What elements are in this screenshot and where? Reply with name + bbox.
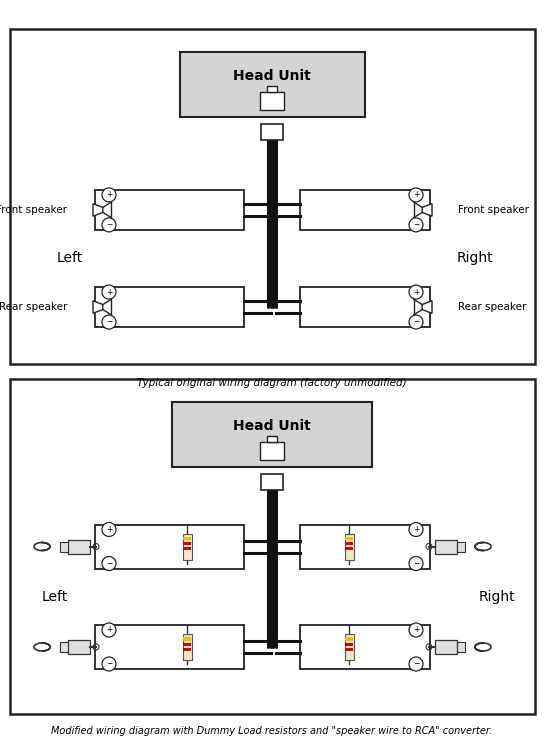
Text: Head Unit: Head Unit	[233, 69, 311, 83]
Circle shape	[409, 188, 423, 202]
Text: Head Unit: Head Unit	[233, 419, 311, 433]
Text: Modified wiring diagram with Dummy Load resistors and "speaker wire to RCA" conv: Modified wiring diagram with Dummy Load …	[51, 726, 493, 736]
Bar	[10, 379, 535, 714]
Bar	[183, 537, 191, 540]
Bar	[346, 542, 353, 545]
Text: −: −	[106, 317, 112, 326]
Text: −: −	[106, 220, 112, 229]
Bar	[183, 638, 191, 641]
Text: Right: Right	[479, 590, 516, 604]
Bar	[345, 533, 354, 559]
Text: Front speaker: Front speaker	[0, 205, 67, 215]
Text: +: +	[413, 525, 419, 534]
Bar	[183, 634, 192, 660]
Circle shape	[409, 523, 423, 536]
Circle shape	[102, 285, 116, 299]
Text: −: −	[413, 220, 419, 229]
Text: +: +	[106, 626, 112, 635]
Bar	[95, 287, 244, 327]
Text: +: +	[106, 287, 112, 296]
Bar	[457, 541, 465, 551]
Bar	[183, 647, 191, 651]
Bar	[172, 402, 372, 466]
Bar	[346, 537, 353, 540]
Text: −: −	[413, 559, 419, 568]
Bar	[183, 547, 191, 550]
Text: +: +	[413, 287, 419, 296]
Circle shape	[102, 188, 116, 202]
Circle shape	[102, 657, 116, 671]
Bar	[10, 29, 535, 364]
Bar	[346, 642, 353, 646]
Bar	[60, 642, 68, 652]
Bar	[260, 441, 284, 459]
Bar	[95, 190, 244, 230]
Bar	[300, 287, 430, 327]
Bar	[183, 642, 191, 646]
Bar	[95, 625, 244, 669]
Circle shape	[409, 556, 423, 571]
Text: −: −	[413, 660, 419, 669]
Bar	[179, 51, 365, 117]
Circle shape	[409, 285, 423, 299]
Circle shape	[102, 623, 116, 637]
Bar	[267, 86, 277, 92]
Bar	[345, 634, 354, 660]
Circle shape	[102, 218, 116, 232]
Circle shape	[409, 315, 423, 329]
Text: −: −	[106, 660, 112, 669]
Circle shape	[102, 556, 116, 571]
Polygon shape	[422, 301, 432, 314]
Text: Left: Left	[42, 590, 68, 604]
Circle shape	[102, 523, 116, 536]
Circle shape	[409, 218, 423, 232]
Bar	[68, 640, 90, 654]
Text: Rear speaker: Rear speaker	[0, 302, 67, 312]
Text: Typical original wiring diagram (factory unmodified): Typical original wiring diagram (factory…	[137, 378, 407, 388]
Circle shape	[409, 623, 423, 637]
Text: +: +	[106, 190, 112, 199]
Bar	[435, 640, 457, 654]
Bar	[300, 524, 430, 569]
Text: +: +	[106, 525, 112, 534]
Text: +: +	[413, 626, 419, 635]
Bar	[260, 92, 284, 110]
Bar	[95, 524, 244, 569]
Bar	[261, 124, 283, 140]
Bar	[346, 638, 353, 641]
Bar	[435, 539, 457, 553]
Text: Right: Right	[457, 251, 493, 265]
Circle shape	[409, 657, 423, 671]
Polygon shape	[93, 204, 103, 217]
Bar	[60, 541, 68, 551]
Text: Front speaker: Front speaker	[458, 205, 529, 215]
Text: Rear speaker: Rear speaker	[458, 302, 526, 312]
Bar	[346, 547, 353, 550]
Polygon shape	[422, 204, 432, 217]
Text: Left: Left	[57, 251, 83, 265]
Bar	[346, 647, 353, 651]
Text: +: +	[413, 190, 419, 199]
Bar	[183, 533, 192, 559]
Polygon shape	[93, 301, 103, 314]
Bar	[267, 435, 277, 441]
Circle shape	[102, 315, 116, 329]
Text: −: −	[106, 559, 112, 568]
Bar	[68, 539, 90, 553]
Bar	[300, 625, 430, 669]
Text: −: −	[413, 317, 419, 326]
Bar	[183, 542, 191, 545]
Bar	[261, 474, 283, 490]
Bar	[300, 190, 430, 230]
Bar	[457, 642, 465, 652]
